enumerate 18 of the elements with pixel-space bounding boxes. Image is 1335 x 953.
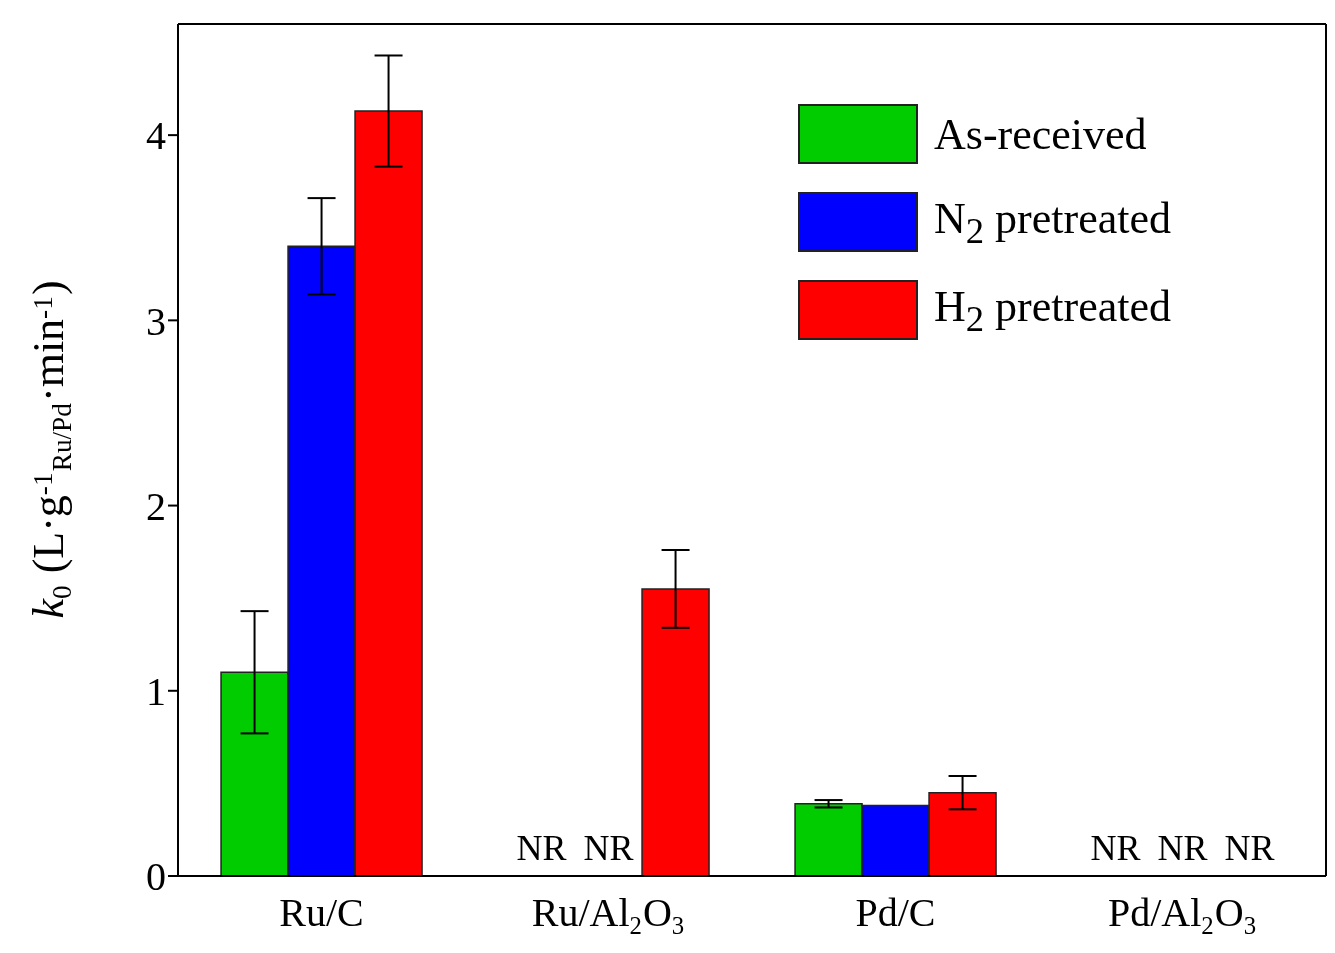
x-tick-label: Pd/Al$_{2}$O$_{3}$	[1107, 890, 1257, 939]
text: NR	[516, 828, 567, 868]
y-tick-label: 1	[146, 668, 166, 714]
text: NR	[1224, 828, 1275, 868]
legend-label: H$_{2}$ pretreated	[934, 280, 1171, 340]
x-tick-label: Pd/C	[855, 890, 936, 935]
y-tick-label: 2	[146, 483, 166, 529]
x-tick-label: Ru/Al$_{2}$O$_{3}$	[531, 890, 685, 939]
x-tick-label: Ru/C	[279, 890, 364, 935]
bar	[641, 588, 710, 876]
text: NR	[583, 828, 634, 868]
y-tick-label: 0	[146, 854, 166, 900]
text: NR	[1090, 828, 1141, 868]
y-tick-label: 3	[146, 298, 166, 344]
text: NR	[1157, 828, 1208, 868]
legend-label: As-received	[934, 108, 1147, 160]
legend-label: N$_{2}$ pretreated	[934, 192, 1171, 252]
y-tick-label: 4	[146, 113, 166, 159]
